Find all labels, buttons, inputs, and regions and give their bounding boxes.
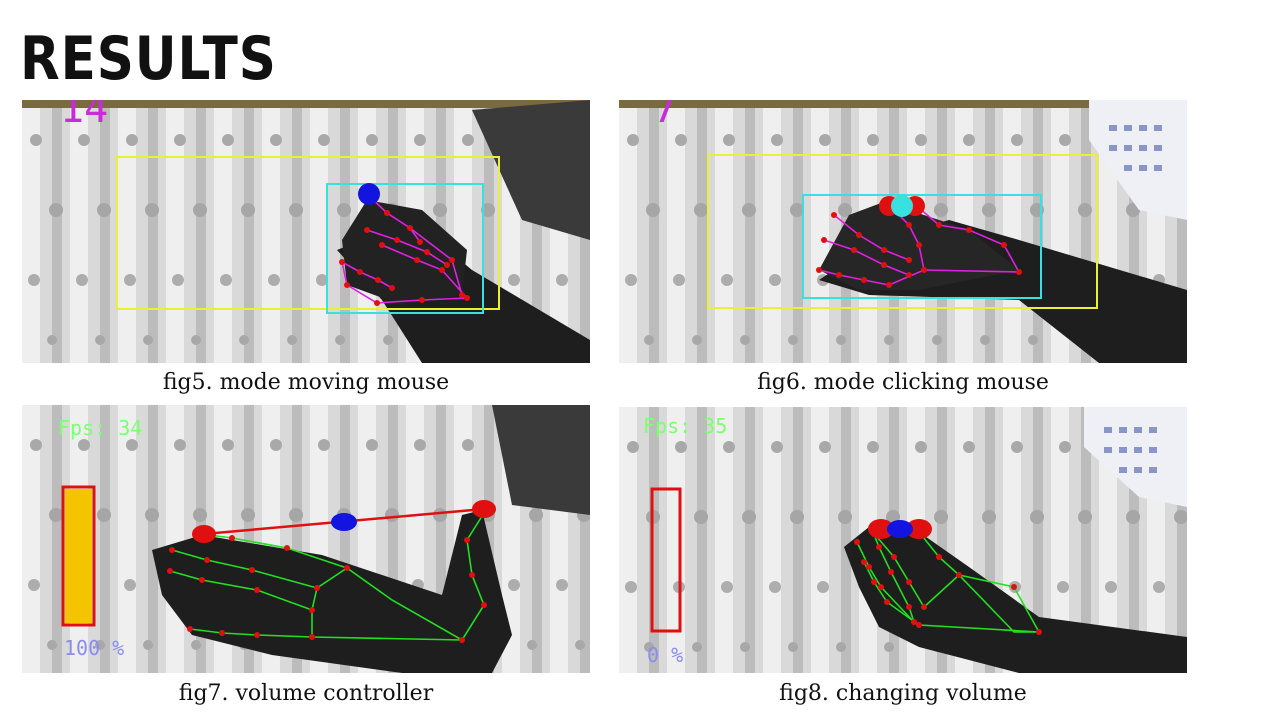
fig6-image: 7: [619, 100, 1187, 363]
fig8-midpoint: [887, 520, 913, 538]
slide-title: RESULTS: [20, 24, 277, 94]
fig7-image: Fps: 34 100 %: [22, 405, 590, 673]
fig5-image: 14: [22, 100, 590, 363]
fig5-caption: fig5. mode moving mouse: [162, 370, 450, 395]
fig7-volume-label: 100 %: [64, 636, 124, 660]
fig8-caption: fig8. changing volume: [779, 681, 1027, 706]
fig7-midpoint: [331, 513, 357, 531]
fig8-volume-label: 0 %: [647, 643, 683, 667]
fig8-volume-bar: [650, 487, 682, 633]
fig7-volume-bar: [61, 485, 96, 627]
fig5-overlay-text: 14: [60, 100, 108, 132]
fig6-caption: fig6. mode clicking mouse: [757, 370, 1049, 395]
fig8-fps-label: Fps: 35: [643, 414, 727, 438]
fig6-click-point: [891, 195, 913, 217]
fig7-volume-fill: [65, 489, 92, 623]
fig7-caption: fig7. volume controller: [178, 681, 434, 706]
fig8-image: Fps: 35 0 %: [619, 407, 1187, 673]
fig6-overlay-text: 7: [653, 100, 677, 132]
fig7-fps-label: Fps: 34: [58, 416, 142, 440]
fig5-cursor-point: [358, 183, 380, 205]
